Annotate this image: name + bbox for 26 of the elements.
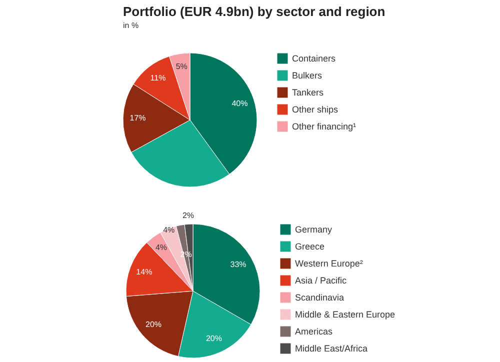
legend-label: Tankers	[292, 88, 324, 98]
chart-subtitle: in %	[123, 21, 139, 30]
data-label: 14%	[136, 267, 152, 276]
legend-label: Asia / Pacific	[295, 276, 348, 286]
data-label: 40%	[232, 98, 248, 108]
legend-label: Americas	[295, 326, 334, 336]
data-label: 20%	[145, 320, 162, 330]
legend-label: Containers	[292, 54, 336, 64]
legend-label: Middle East/Africa	[295, 344, 368, 354]
data-label: 20%	[206, 334, 222, 343]
data-label: 5%	[176, 62, 188, 72]
legend-label: Other ships	[292, 104, 339, 114]
data-label: 33%	[230, 260, 246, 269]
legend-label: Greece	[295, 242, 325, 252]
data-label: 11%	[150, 74, 166, 83]
data-label: 2%	[182, 211, 194, 220]
legend-label: Germany	[295, 224, 333, 234]
data-label: 17%	[130, 113, 146, 122]
legend-label: Bulkers	[292, 70, 323, 80]
legend-label: Scandinavia	[295, 292, 344, 302]
legend-label: Western Europe²	[295, 258, 363, 268]
data-label: 4%	[155, 242, 167, 252]
chart-title: Portfolio (EUR 4.9bn) by sector and region	[123, 4, 386, 19]
legend-label: Other financing¹	[292, 122, 356, 132]
data-label: 4%	[163, 226, 175, 235]
legend-label: Middle & Eastern Europe	[295, 310, 396, 320]
